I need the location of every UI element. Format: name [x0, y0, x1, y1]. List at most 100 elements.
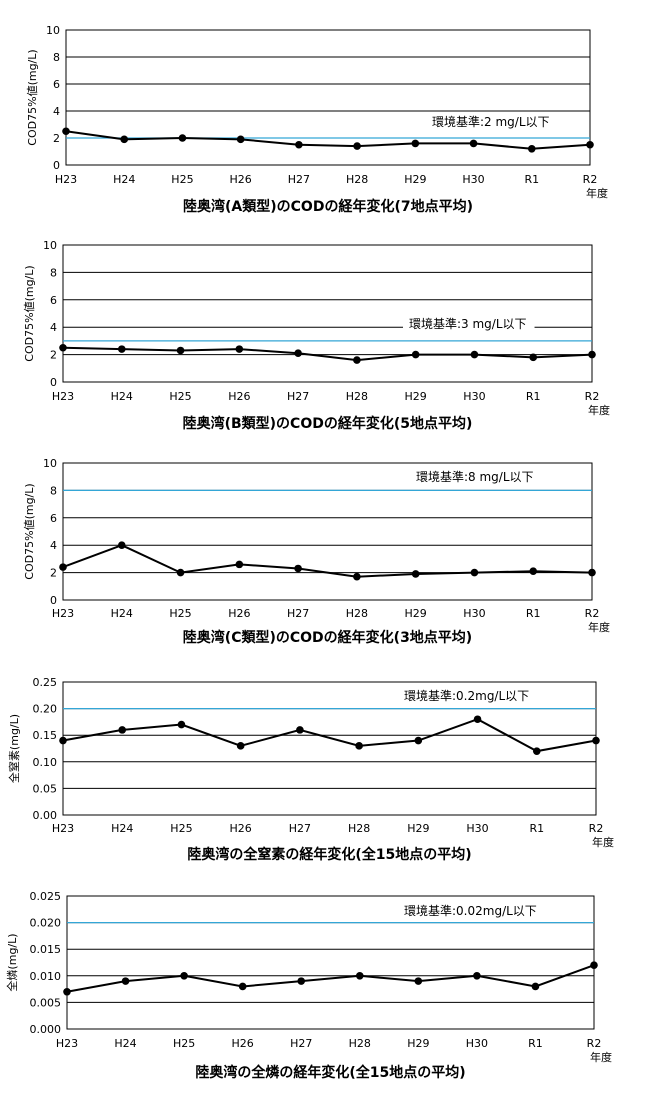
x-tick-label: H24	[111, 607, 133, 620]
data-point	[235, 560, 244, 569]
data-point	[121, 977, 130, 985]
x-tick-label: R2	[585, 390, 600, 403]
x-tick-label: H30	[463, 607, 485, 620]
series-line	[66, 964, 595, 993]
y-tick-label: 0.015	[30, 943, 62, 956]
series-line	[62, 346, 593, 362]
data-point	[527, 145, 536, 153]
x-tick-label: H25	[173, 1037, 195, 1050]
x-tick-label: H23	[52, 822, 74, 835]
data-point	[411, 139, 420, 148]
plot-frame	[62, 681, 597, 816]
y-tick-label: 10	[43, 239, 57, 252]
plot-frame	[62, 244, 593, 383]
x-tick-label: R2	[587, 1037, 602, 1050]
chart-4: 0.00 0.05 0.10 0.15 0.20 0.25 環境基準:0.2mg/L以下全窒…	[7, 676, 614, 863]
y-tick-label: 0.15	[33, 729, 58, 742]
y-tick-label: 2	[53, 132, 60, 145]
standard-label: 環境基準:0.02mg/L以下	[404, 903, 537, 918]
x-tick-label: R1	[528, 1037, 543, 1050]
y-tick-label: 4	[50, 321, 57, 334]
y-tick-label: 0.010	[30, 970, 62, 983]
x-tick-label: H30	[462, 173, 484, 186]
x-tick-label: H23	[56, 1037, 78, 1050]
chart-1: 0 2 4 6 8 10 環境基準:2 mg/L以下 COD75%値(mg/L) H23 H24 H…	[26, 24, 608, 215]
data-point	[414, 977, 423, 985]
x-axis-unit: 年度	[588, 620, 610, 634]
x-tick-label: H26	[228, 390, 250, 403]
x-tick-label: R1	[526, 390, 541, 403]
y-tick-label: 0.000	[30, 1023, 62, 1036]
x-tick-label: H26	[228, 607, 250, 620]
y-axis-label: 全窒素(mg/L)	[7, 714, 21, 783]
data-point	[590, 961, 598, 969]
data-point	[531, 982, 540, 991]
x-tick-label: H29	[405, 390, 427, 403]
y-tick-label: 0.005	[30, 996, 62, 1009]
data-point	[180, 972, 188, 980]
x-axis-unit: 年度	[592, 835, 614, 849]
data-point	[178, 134, 187, 142]
series-line	[62, 718, 597, 753]
series-line	[65, 130, 591, 150]
y-axis-label: COD75%値(mg/L)	[23, 483, 36, 579]
chart-3: 0 2 4 6 8 10 環境基準:8 mg/L以下 COD75%値(mg/L) H23 H24 H…	[23, 457, 610, 646]
y-tick-label: 6	[53, 78, 60, 91]
data-point	[470, 568, 479, 577]
data-point	[117, 541, 126, 549]
x-tick-label: H23	[52, 390, 74, 403]
data-point	[592, 736, 600, 745]
x-tick-label: H26	[230, 822, 252, 835]
y-tick-label: 0.05	[33, 782, 58, 795]
chart-title: 陸奥湾の全燐の経年変化(全15地点の平均)	[195, 1064, 465, 1081]
x-tick-label: R2	[583, 173, 598, 186]
data-point	[297, 977, 306, 985]
y-tick-label: 0.025	[30, 890, 62, 903]
chart-5: 0.000 0.005 0.010 0.015 0.020 0.025 環境基準:0.02m…	[5, 890, 612, 1081]
data-point	[294, 349, 302, 358]
y-axis-label: COD75%値(mg/L)	[26, 49, 39, 145]
y-tick-label: 0	[53, 159, 60, 172]
data-point	[532, 747, 541, 755]
series-line	[62, 544, 593, 578]
x-tick-label: H28	[346, 173, 368, 186]
data-point	[63, 987, 71, 996]
x-tick-label: H25	[169, 390, 191, 403]
chart-2: 0 2 4 6 8 10 環境基準:3 mg/L以下 COD75%値(mg/L) H23 H24 H…	[23, 239, 610, 432]
x-tick-label: H26	[232, 1037, 254, 1050]
x-axis-unit: 年度	[588, 403, 610, 417]
data-point	[59, 343, 67, 352]
x-tick-label: H25	[169, 607, 191, 620]
y-tick-label: 0.020	[30, 917, 62, 930]
y-tick-label: 0.10	[33, 756, 58, 769]
data-point	[296, 726, 304, 734]
x-tick-label: R2	[585, 607, 600, 620]
standard-label-bg	[398, 902, 545, 919]
y-tick-label: 0.00	[33, 809, 58, 822]
data-point	[120, 135, 129, 144]
x-tick-label: R1	[524, 173, 539, 186]
data-point	[353, 356, 361, 364]
y-tick-label: 0	[50, 594, 57, 607]
data-point	[411, 570, 420, 578]
x-tick-label: H28	[348, 822, 370, 835]
x-tick-label: H29	[407, 1037, 429, 1050]
data-point	[294, 564, 302, 573]
chart-title: 陸奥湾(A類型)のCODの経年変化(7地点平均)	[183, 198, 473, 215]
chart-title: 陸奥湾の全窒素の経年変化(全15地点の平均)	[187, 846, 471, 863]
data-point	[588, 350, 596, 359]
data-point	[588, 568, 596, 577]
data-point	[59, 736, 67, 745]
y-tick-label: 10	[43, 457, 57, 470]
x-tick-label: H27	[287, 390, 309, 403]
x-tick-label: H24	[113, 173, 135, 186]
x-tick-label: R1	[529, 822, 544, 835]
x-tick-label: H27	[290, 1037, 312, 1050]
data-point	[59, 563, 67, 571]
data-point	[414, 736, 423, 745]
data-point	[473, 972, 481, 980]
y-tick-label: 2	[50, 349, 57, 362]
y-tick-label: 0.25	[33, 676, 58, 689]
data-point	[117, 345, 126, 353]
data-point	[235, 345, 244, 353]
